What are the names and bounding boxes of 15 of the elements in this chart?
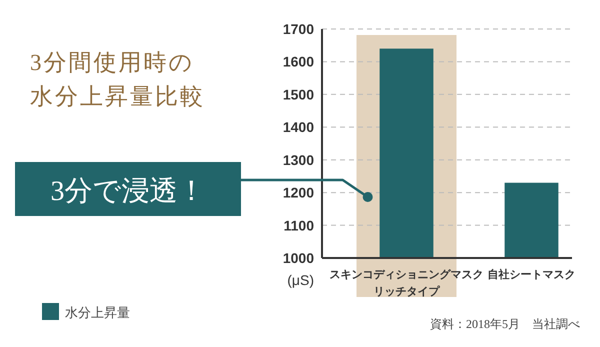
- y-axis-title: (μS): [287, 272, 314, 288]
- y-tick-label: 1100: [284, 217, 314, 234]
- y-tick-label: 1300: [282, 152, 314, 168]
- y-tick-label: 1700: [282, 21, 314, 37]
- x-tick-label: スキンコディショニングマスクリッチタイプ: [330, 269, 484, 298]
- text: 資料：2018年5月 当社調べ: [430, 317, 580, 331]
- text: 3分で浸透！: [50, 176, 206, 207]
- y-tick-label: 1200: [282, 184, 314, 201]
- legend-label: 水分上昇量: [65, 305, 130, 320]
- y-tick-label: 1000: [282, 250, 314, 266]
- y-tick-label: 1600: [282, 54, 314, 70]
- y-tick-label: 1500: [282, 86, 314, 102]
- text: 3分間使用時の水分上昇量比較: [30, 50, 205, 109]
- x-tick-label: 自社シートマスク: [488, 268, 576, 281]
- y-tick-label: 1400: [282, 119, 314, 136]
